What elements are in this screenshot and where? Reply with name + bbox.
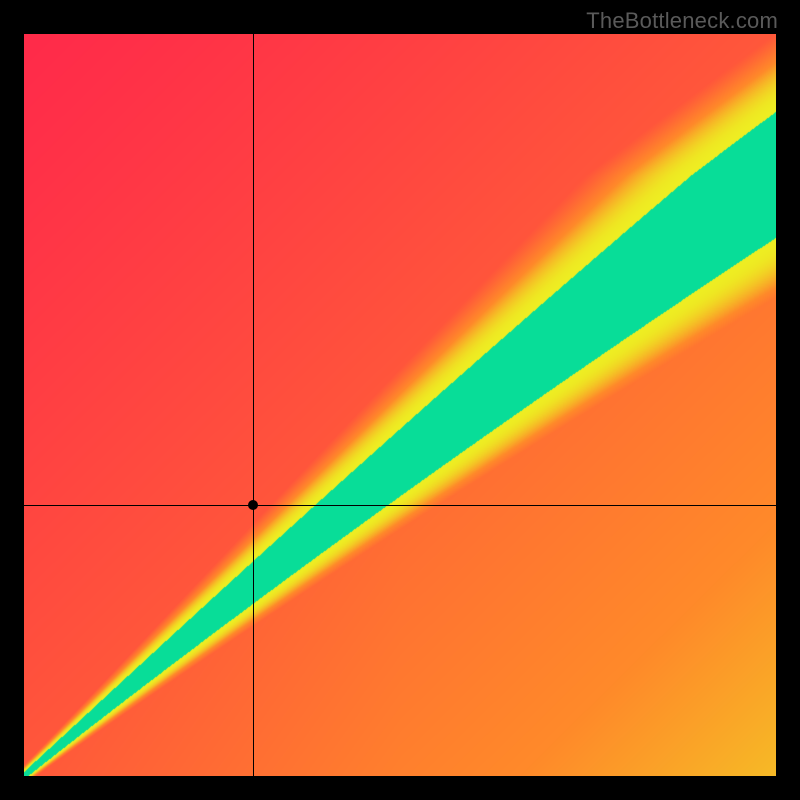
crosshair-vertical xyxy=(253,34,254,776)
heatmap-plot xyxy=(24,34,776,776)
heatmap-canvas xyxy=(24,34,776,776)
watermark-text: TheBottleneck.com xyxy=(586,8,778,34)
crosshair-horizontal xyxy=(24,505,776,506)
crosshair-marker xyxy=(248,500,258,510)
